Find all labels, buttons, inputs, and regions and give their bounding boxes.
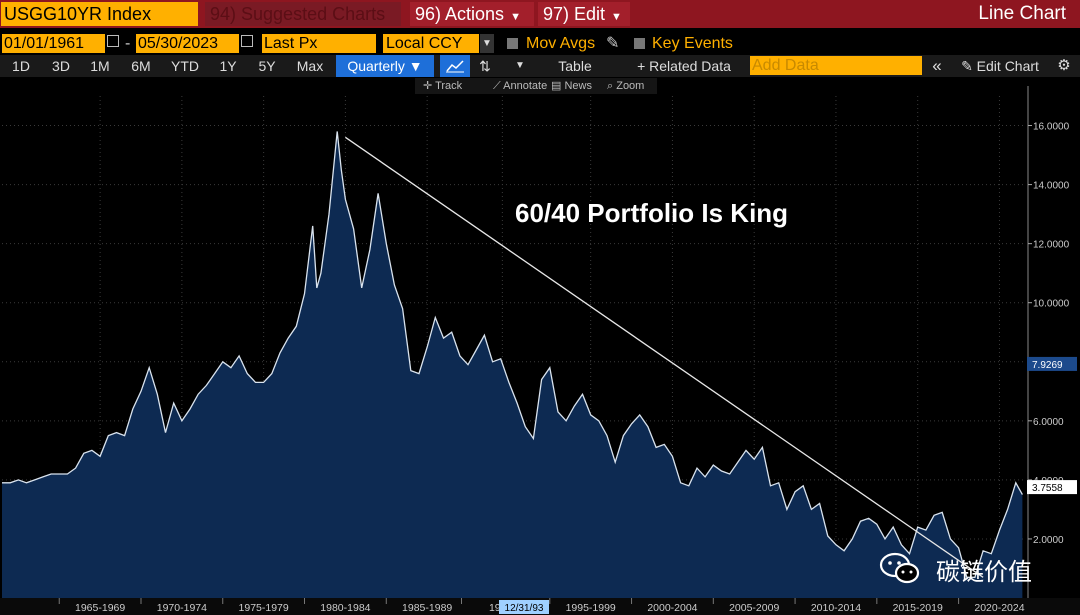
x-tick-label: 1980-1984 <box>320 602 370 614</box>
news-tool[interactable]: ▤ News <box>551 80 592 92</box>
mov-avgs-label: Mov Avgs <box>526 35 596 52</box>
x-tick-label: 1985-1989 <box>402 602 452 614</box>
period-1y[interactable]: 1Y <box>219 58 237 74</box>
suggested-charts-menu[interactable]: 94) Suggested Charts <box>205 2 401 26</box>
annotate-label: Annotate <box>503 80 548 92</box>
x-tick-label: 1975-1979 <box>239 602 289 614</box>
annotate-tool[interactable]: ⟋ Annotate <box>493 80 548 92</box>
track-label: Track <box>435 80 463 92</box>
period-ytd[interactable]: YTD <box>171 58 199 74</box>
chevron-down-icon[interactable]: ▼ <box>480 34 494 53</box>
key-events-checkbox[interactable] <box>634 38 645 49</box>
y-tick-label: 2.0000 <box>1033 535 1064 546</box>
period-1d[interactable]: 1D <box>12 58 30 74</box>
chevron-down-icon[interactable]: ▼ <box>515 60 525 71</box>
wechat-icon <box>879 552 920 584</box>
calendar-icon[interactable] <box>241 35 253 47</box>
x-tick-label: 2010-2014 <box>811 602 861 614</box>
watermark-text: 碳链价值 <box>936 558 1032 586</box>
caret-down-icon: ▼ <box>510 11 521 23</box>
settings-bar: 01/01/1961 - 05/30/2023 Last Px Local CC… <box>0 32 1080 54</box>
chart-tools: ✛ Track ⟋ Annotate ▤ News ⌕ Zoom <box>415 78 657 94</box>
edit-label: 97) Edit <box>543 4 606 24</box>
x-tick-label: 1970-1974 <box>157 602 207 614</box>
period-3d[interactable]: 3D <box>52 58 70 74</box>
last-value-label: 3.7558 <box>1032 483 1063 494</box>
cursor-date-label: 12/31/93 <box>505 603 544 614</box>
period-5y[interactable]: 5Y <box>258 58 276 74</box>
x-tick-label: 2005-2009 <box>729 602 779 614</box>
annotation-text: 60/40 Portfolio Is King <box>515 198 788 228</box>
x-tick-label: 2000-2004 <box>647 602 697 614</box>
x-tick-label: 1965-1969 <box>75 602 125 614</box>
bar-chart-icon[interactable]: ⇅ <box>479 58 491 74</box>
key-events-label: Key Events <box>652 35 733 52</box>
collapse-icon[interactable]: « <box>932 56 942 75</box>
calendar-icon[interactable] <box>107 35 119 47</box>
track-tool[interactable]: ✛ Track <box>423 80 463 92</box>
x-tick-label: 2015-2019 <box>893 602 943 614</box>
currency-select[interactable]: Local CCY <box>383 34 479 53</box>
watermark: 碳链价值 <box>878 548 1048 588</box>
x-tick-label: 1995-1999 <box>566 602 616 614</box>
date-separator: - <box>125 35 131 52</box>
related-data-button[interactable]: + Related Data <box>637 58 731 74</box>
zoom-label: Zoom <box>616 80 645 92</box>
cursor-date-box <box>499 600 549 614</box>
y-tick-label: 6.0000 <box>1033 417 1064 428</box>
zoom-tool[interactable]: ⌕ Zoom <box>607 80 645 92</box>
title-bar: USGG10YR Index 94) Suggested Charts 96) … <box>0 0 1080 28</box>
y-tick-label: 16.0000 <box>1033 122 1070 133</box>
end-date-input[interactable]: 05/30/2023 <box>136 34 239 53</box>
y-tick-label: 10.0000 <box>1033 299 1070 310</box>
series-area <box>2 131 1023 598</box>
chart-type-label: Line Chart <box>978 3 1066 24</box>
period-max[interactable]: Max <box>296 58 324 74</box>
period-6m[interactable]: 6M <box>131 58 151 74</box>
line-chart-icon[interactable] <box>440 55 470 77</box>
y-tick-label: 12.0000 <box>1033 240 1070 251</box>
caret-down-icon: ▼ <box>611 11 622 23</box>
mov-avgs-checkbox[interactable] <box>507 38 518 49</box>
ticker-field[interactable]: USGG10YR Index <box>1 2 198 26</box>
field-input[interactable]: Last Px <box>262 34 376 53</box>
series-line <box>2 131 1023 578</box>
x-tick-label: 2020-2024 <box>974 602 1024 614</box>
trend-line <box>345 136 984 578</box>
actions-menu[interactable]: 96) Actions ▼ <box>410 2 534 26</box>
pencil-icon[interactable]: ✎ <box>606 35 620 52</box>
actions-label: 96) Actions <box>415 4 505 24</box>
marker-value-label: 7.9269 <box>1032 360 1063 371</box>
frequency-select[interactable]: Quarterly ▼ <box>336 55 434 77</box>
news-label: News <box>564 80 592 92</box>
edit-chart-button[interactable]: ✎ Edit Chart <box>961 58 1039 74</box>
gear-icon[interactable]: ⚙ <box>1057 57 1071 74</box>
start-date-input[interactable]: 01/01/1961 <box>2 34 105 53</box>
last-value-box <box>1027 480 1077 495</box>
table-button[interactable]: Table <box>558 58 592 74</box>
add-data-input[interactable]: Add Data <box>750 56 922 75</box>
y-tick-label: 14.0000 <box>1033 181 1070 192</box>
toolbar: 1D 3D 1M 6M YTD 1Y 5Y Max Quarterly ▼ ⇅ … <box>0 55 1080 77</box>
edit-menu[interactable]: 97) Edit ▼ <box>538 2 630 26</box>
marker-value-box <box>1027 356 1077 371</box>
period-1m[interactable]: 1M <box>90 58 110 74</box>
